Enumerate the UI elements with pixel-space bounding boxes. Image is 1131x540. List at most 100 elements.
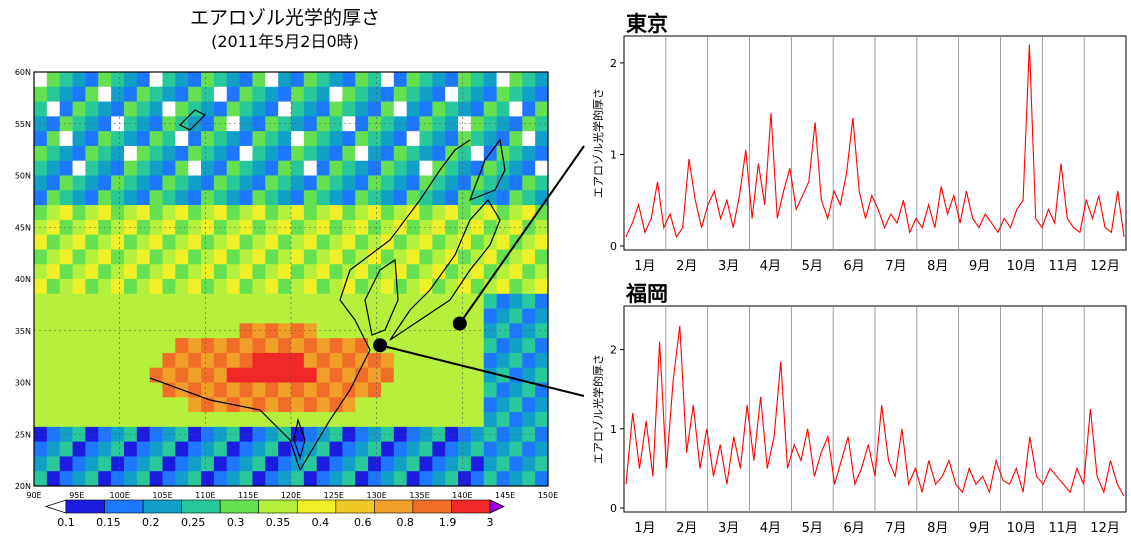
aerosol-cell [535,86,549,102]
aerosol-cell [201,219,215,236]
aerosol-cell [406,190,420,206]
aerosol-cell [85,72,99,88]
aerosol-cell [34,471,48,487]
aerosol-cell [239,441,253,457]
aerosol-cell [316,86,330,102]
aerosol-cell [355,72,369,88]
aerosol-cell [123,352,138,369]
aerosol-cell [368,101,382,117]
aerosol-cell [368,175,382,191]
aerosol-cell [278,145,292,162]
aerosol-cell [34,131,48,147]
colorbar-label: 0.35 [266,516,291,529]
aerosol-cell [380,352,395,369]
colorbar-label: 0.6 [354,516,372,529]
aerosol-cell [509,471,523,487]
aerosol-cell [265,338,279,354]
aerosol-cell [136,160,151,176]
aerosol-cell [149,101,163,117]
aerosol-cell [406,338,420,354]
aerosol-cell [175,160,189,176]
aerosol-cell [201,441,215,457]
aerosol-cell [393,264,408,280]
aerosol-cell [522,101,536,117]
aerosol-cell [72,190,86,206]
aerosol-cell [278,279,292,295]
fukuoka-aod-chart: 1月 2月 3月 4月 5月 6月 7月 8月 9月 10月 11月 12月 0 1 2 エアロゾル光学的厚さ [591,305,1127,536]
aerosol-cell [239,86,253,102]
month-label: 6月 [843,521,864,536]
aerosol-cell [226,323,240,339]
aerosol-cell [188,352,202,369]
aerosol-cell [445,338,459,354]
lat-label: 55N [15,120,31,129]
aerosol-cell [419,367,433,383]
aerosol-cell [175,190,189,206]
aerosol-cell [380,412,395,428]
aerosol-cell [98,397,112,413]
aerosol-cell [239,72,253,88]
aerosol-cell [496,397,510,413]
month-label: 9月 [969,521,990,536]
aerosol-cell [316,279,330,295]
aerosol-cell [201,412,215,428]
aerosol-cell [496,323,510,339]
aerosol-cell [522,338,536,354]
aerosol-cell [175,426,189,443]
aerosol-cell [342,382,356,398]
aerosol-cell [432,145,446,162]
aerosol-cell [162,145,176,162]
aerosol-cell [111,338,125,354]
aerosol-cell [380,219,395,236]
aerosol-cell [445,352,459,369]
aerosol-cell [278,338,292,354]
aerosol-cell [445,101,459,117]
aerosol-cell [368,308,382,324]
aerosol-cell [496,279,510,295]
colorbar-label: 0.2 [142,516,160,529]
aerosol-cell [419,145,433,162]
aerosol-cell [291,234,305,250]
aerosol-cell [432,264,446,280]
aerosol-cell [213,412,228,428]
aerosol-cell [98,279,112,295]
aerosol-cell [406,471,420,487]
aerosol-cell [393,441,408,457]
aerosol-cell [380,471,395,487]
aerosol-cell [149,116,163,132]
aerosol-cell [535,397,549,413]
aerosol-cell [342,352,356,369]
lat-label: 35N [15,327,31,336]
aerosol-cell [406,160,420,176]
aerosol-cell [291,308,305,324]
aerosol-cell [329,367,343,383]
aerosol-cell [265,412,279,428]
aerosol-cell [239,116,253,132]
aerosol-cell [380,308,395,324]
aerosol-cell [34,412,48,428]
aerosol-cell [175,338,189,354]
aerosol-cell [470,456,485,472]
aerosol-cell [432,382,446,398]
aerosol-cell [239,308,253,324]
aerosol-cell [445,279,459,295]
aerosol-cell [34,234,48,250]
aerosol-cell [509,205,523,221]
aerosol-cell [72,101,86,117]
coastline-lake [178,109,207,131]
aerosol-cell [522,397,536,413]
aerosol-cell [316,116,330,132]
colorbar: 0.1 0.15 0.2 0.25 0.3 0.35 0.4 0.6 0.8 1.9 3 [44,499,505,529]
y-tick-label: 0 [610,240,617,253]
aerosol-cell [342,471,356,487]
aerosol-cell [188,338,202,354]
aerosol-cell [59,293,73,309]
aerosol-cell [85,86,99,102]
aerosol-cell [303,131,318,147]
aerosol-cell [535,412,549,428]
aod-series-line [625,325,1125,497]
y-tick-label: 0 [610,502,617,515]
aerosol-cell [393,234,408,250]
aerosol-cell [123,86,138,102]
aerosol-cell [458,190,472,206]
